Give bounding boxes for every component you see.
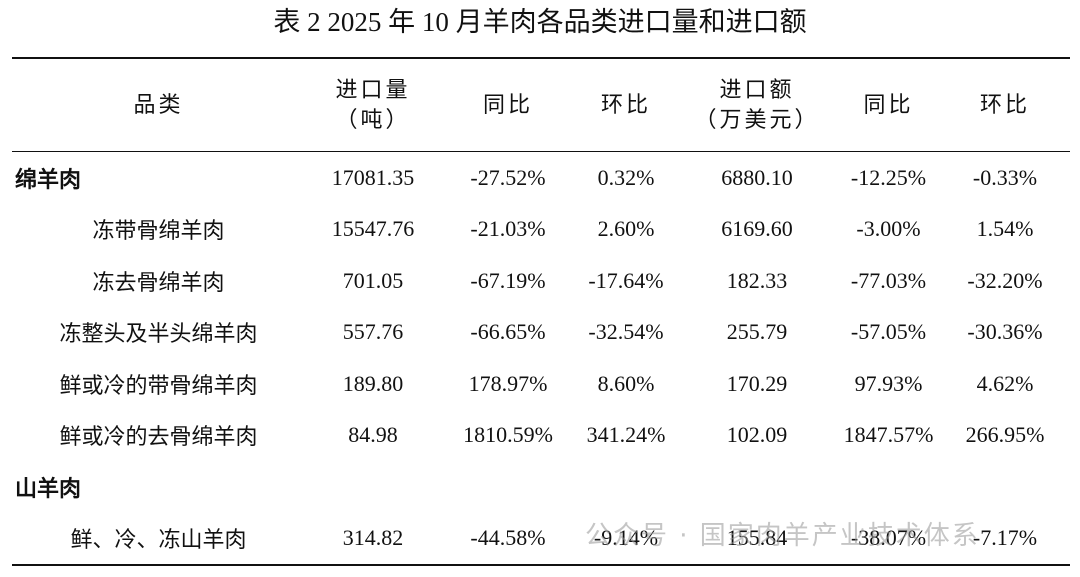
value-cell: -7.17% — [972, 525, 1038, 551]
header-cell: 环比 — [940, 90, 1070, 120]
value-cell: -44.58% — [470, 525, 546, 551]
header-text: 品类 — [133, 92, 184, 117]
value-cell: -30.36% — [967, 319, 1043, 345]
header-cell: 同比 — [441, 90, 575, 120]
category-cell: 山羊肉 — [15, 475, 82, 501]
header-text: 进口量 — [335, 77, 411, 102]
value-cell: -32.54% — [588, 319, 664, 345]
table-row: 山羊肉 — [12, 461, 1070, 513]
value-cell: 341.24% — [586, 422, 666, 448]
value-cell: -67.19% — [470, 267, 546, 293]
value-cell: 8.60% — [597, 370, 655, 396]
value-cell: 701.05 — [342, 267, 404, 293]
table-row: 冻带骨绵羊肉 15547.76 -21.03% 2.60% 6169.60 -3.00% 1… — [12, 204, 1070, 256]
value-cell: 4.62% — [976, 370, 1034, 396]
value-cell: -17.64% — [588, 267, 664, 293]
value-cell: 0.32% — [597, 164, 655, 190]
value-cell: -77.03% — [850, 267, 927, 293]
value-cell: 178.97% — [468, 370, 548, 396]
header-text: 同比 — [863, 92, 914, 117]
value-cell: -57.05% — [850, 319, 927, 345]
value-cell: 97.93% — [854, 370, 923, 396]
header-text: 环比 — [600, 92, 651, 117]
value-cell: 314.82 — [342, 525, 404, 551]
watermark: 公众号 · 国家肉羊产业技术体系 — [585, 521, 980, 551]
table-row: 绵羊肉 17081.35 -27.52% 0.32% 6880.10 -12.25% -0.… — [12, 152, 1070, 204]
value-cell: 1810.59% — [463, 422, 553, 448]
header-cell: 进口额 （万美元） — [677, 75, 837, 135]
category-cell: 绵羊肉 — [15, 166, 82, 192]
value-cell: 1.54% — [976, 216, 1034, 242]
category-cell: 冻带骨绵羊肉 — [92, 218, 225, 244]
value-cell: -66.65% — [470, 319, 546, 345]
header-text: （万美元） — [694, 107, 820, 132]
header-text: （吨） — [335, 107, 411, 132]
value-cell: 84.98 — [348, 422, 398, 448]
value-cell: 182.33 — [726, 267, 788, 293]
category-cell: 冻去骨绵羊肉 — [92, 269, 225, 295]
value-cell: -12.25% — [850, 164, 927, 190]
value-cell: -0.33% — [972, 164, 1038, 190]
header-cell: 品类 — [12, 90, 305, 120]
table-row: 鲜或冷的带骨绵羊肉 189.80 178.97% 8.60% 170.29 97.93% 4… — [12, 358, 1070, 410]
value-cell: 15547.76 — [331, 216, 415, 242]
header-text: 同比 — [482, 92, 533, 117]
table-row: 鲜或冷的去骨绵羊肉 84.98 1810.59% 341.24% 102.09 1847.… — [12, 410, 1070, 462]
header-cell: 进口量 （吨） — [305, 75, 441, 135]
value-cell: -32.20% — [967, 267, 1043, 293]
value-cell: 6880.10 — [721, 164, 793, 190]
value-cell: 170.29 — [726, 370, 788, 396]
table: 品类 进口量 （吨） 同比 环比 进口额 （万美元） 同比 环比绵羊肉 17081.35 -27.5… — [12, 57, 1070, 566]
value-cell: -27.52% — [470, 164, 546, 190]
table-row: 冻去骨绵羊肉 701.05 -67.19% -17.64% 182.33 -77.03% -… — [12, 255, 1070, 307]
table-row: 冻整头及半头绵羊肉 557.76 -66.65% -32.54% 255.79 -57.0… — [12, 307, 1070, 359]
category-cell: 冻整头及半头绵羊肉 — [59, 321, 258, 347]
category-cell: 鲜或冷的带骨绵羊肉 — [59, 372, 258, 398]
table-row: 鲜、冷、冻山羊肉 314.82 -44.58% -9.14% 155.84 -38.07%… — [12, 513, 1070, 566]
value-cell: -38.07% — [850, 525, 927, 551]
value-cell: 266.95% — [965, 422, 1045, 448]
category-cell: 鲜、冷、冻山羊肉 — [70, 527, 247, 553]
header-row: 品类 进口量 （吨） 同比 环比 进口额 （万美元） 同比 环比 — [12, 57, 1070, 152]
value-cell: 557.76 — [342, 319, 404, 345]
value-cell: -21.03% — [470, 216, 546, 242]
header-cell: 同比 — [837, 90, 940, 120]
header-text: 环比 — [979, 92, 1030, 117]
value-cell: 102.09 — [726, 422, 788, 448]
header-cell: 环比 — [575, 90, 677, 120]
value-cell: 189.80 — [342, 370, 404, 396]
value-cell: 17081.35 — [331, 164, 415, 190]
header-text: 进口额 — [719, 77, 795, 102]
value-cell: -9.14% — [593, 525, 659, 551]
value-cell: 1847.57% — [843, 422, 934, 448]
value-cell: 2.60% — [597, 216, 655, 242]
value-cell: 255.79 — [726, 319, 788, 345]
value-cell: -3.00% — [856, 216, 921, 242]
table-title: 表 2 2025 年 10 月羊肉各品类进口量和进口额 — [273, 7, 807, 37]
value-cell: 6169.60 — [721, 216, 793, 242]
category-cell: 鲜或冷的去骨绵羊肉 — [59, 424, 258, 450]
value-cell: 155.84 — [726, 525, 788, 551]
